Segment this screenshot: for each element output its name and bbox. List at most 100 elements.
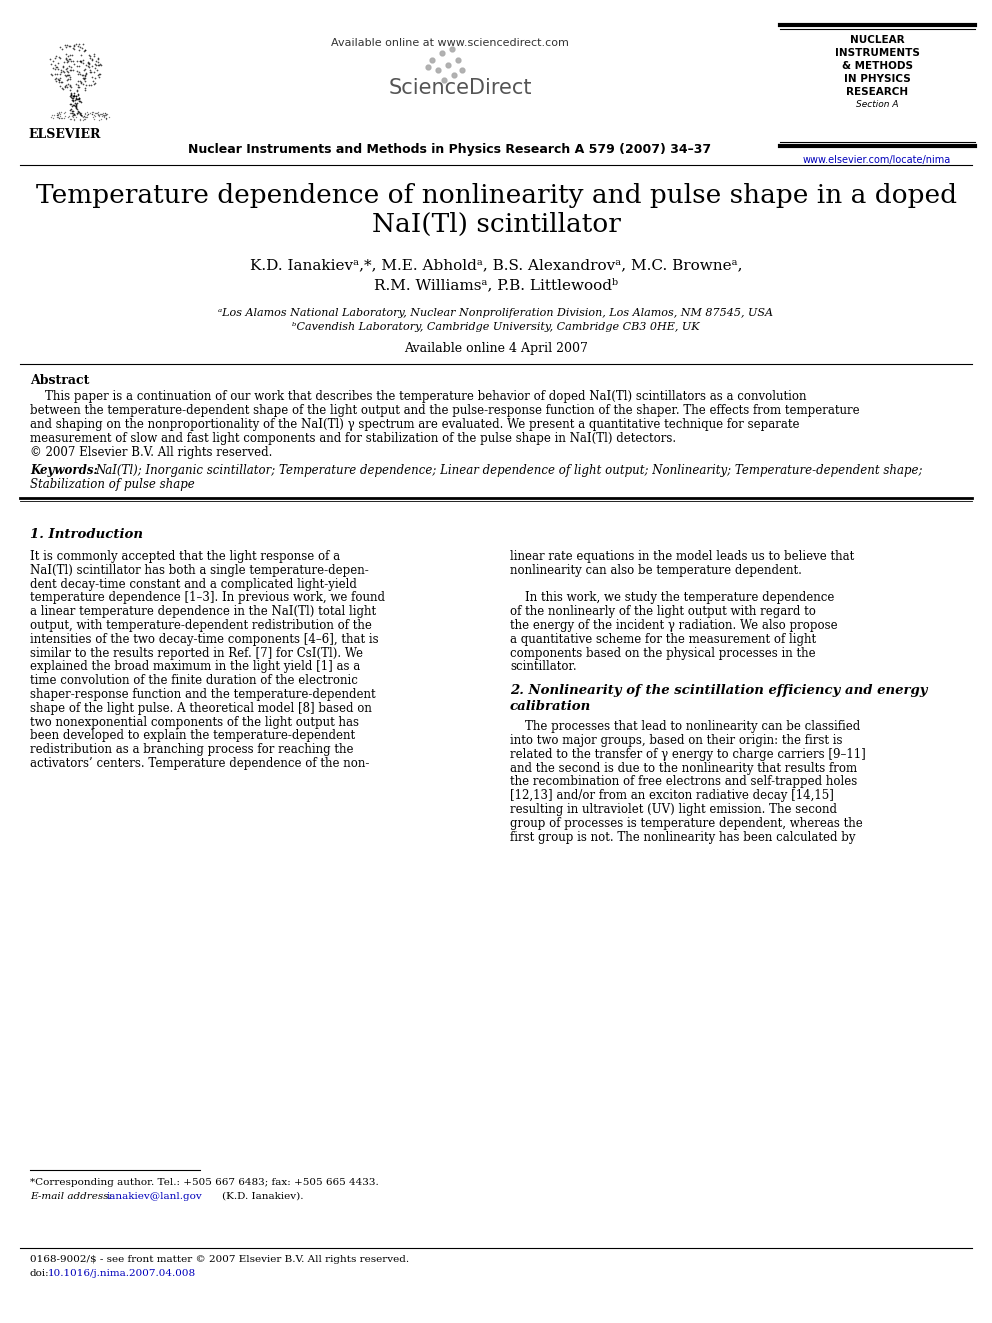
Point (66, 85, 82, 106)
Point (49, 57, 64, 78)
Point (79, 106, 95, 127)
Point (69, 103, 85, 124)
Point (56, 107, 71, 128)
Point (69, 102, 85, 123)
Point (96, 105, 112, 126)
Point (78, 62, 94, 83)
Point (56, 57, 71, 78)
Point (63, 77, 79, 98)
Point (52, 37, 67, 58)
Point (73, 105, 89, 126)
Point (73, 73, 89, 94)
Point (87, 67, 103, 89)
Point (70, 75, 86, 97)
Text: It is commonly accepted that the light response of a: It is commonly accepted that the light r… (30, 550, 340, 564)
Point (76, 106, 92, 127)
Text: Temperature dependence of nonlinearity and pulse shape in a doped: Temperature dependence of nonlinearity a… (36, 183, 956, 208)
Point (72, 108, 88, 130)
Point (81, 44, 97, 65)
Point (49, 67, 64, 89)
Point (63, 99, 79, 120)
Point (86, 73, 102, 94)
Point (55, 107, 70, 128)
Text: ScienceDirect: ScienceDirect (388, 78, 532, 98)
Point (59, 50, 74, 71)
Point (76, 103, 92, 124)
Point (85, 70, 101, 91)
Point (58, 34, 73, 56)
Point (77, 107, 93, 128)
Text: RESEARCH: RESEARCH (846, 87, 908, 97)
Text: first group is not. The nonlinearity has been calculated by: first group is not. The nonlinearity has… (510, 831, 855, 844)
Point (62, 74, 77, 95)
Point (91, 105, 107, 126)
Point (58, 48, 73, 69)
Point (97, 105, 113, 126)
Point (98, 108, 114, 130)
Point (74, 110, 90, 131)
Point (77, 67, 93, 89)
Point (67, 90, 83, 111)
Text: (K.D. Ianakiev).: (K.D. Ianakiev). (222, 1192, 304, 1201)
Text: similar to the results reported in Ref. [7] for CsI(Tl). We: similar to the results reported in Ref. … (30, 647, 363, 660)
Point (76, 65, 92, 86)
Point (62, 102, 78, 123)
Point (65, 105, 81, 126)
Text: output, with temperature-dependent redistribution of the: output, with temperature-dependent redis… (30, 619, 372, 632)
Point (48, 67, 63, 89)
Point (77, 54, 93, 75)
Point (89, 103, 105, 124)
Text: and the second is due to the nonlinearity that results from: and the second is due to the nonlinearit… (510, 762, 857, 774)
Point (66, 108, 82, 130)
Point (73, 103, 89, 124)
Point (69, 56, 85, 77)
Point (62, 99, 78, 120)
Point (61, 105, 76, 126)
Text: linear rate equations in the model leads us to believe that: linear rate equations in the model leads… (510, 550, 854, 564)
Point (51, 105, 66, 126)
Point (71, 87, 87, 108)
Point (98, 107, 114, 128)
Point (66, 34, 82, 56)
Point (69, 79, 85, 101)
Point (66, 86, 82, 107)
Point (60, 74, 75, 95)
Point (57, 106, 72, 127)
Point (93, 103, 109, 124)
Text: Stabilization of pulse shape: Stabilization of pulse shape (30, 478, 194, 491)
Point (53, 60, 68, 81)
Text: between the temperature-dependent shape of the light output and the pulse-respon: between the temperature-dependent shape … (30, 404, 860, 417)
Text: R.M. Williamsᵃ, P.B. Littlewoodᵇ: R.M. Williamsᵃ, P.B. Littlewoodᵇ (374, 278, 618, 292)
Point (66, 103, 82, 124)
Point (52, 107, 67, 128)
Point (64, 87, 80, 108)
Point (64, 90, 80, 111)
Point (59, 49, 74, 70)
Point (79, 102, 95, 123)
Point (57, 62, 72, 83)
Point (51, 103, 66, 124)
Point (65, 86, 81, 107)
Point (50, 58, 65, 79)
Point (61, 107, 76, 128)
Point (45, 50, 61, 71)
Point (69, 83, 85, 105)
Point (79, 56, 95, 77)
Text: NaI(Tl) scintillator has both a single temperature-depen-: NaI(Tl) scintillator has both a single t… (30, 564, 369, 577)
Point (99, 103, 115, 124)
Text: © 2007 Elsevier B.V. All rights reserved.: © 2007 Elsevier B.V. All rights reserved… (30, 446, 273, 459)
Point (69, 71, 85, 93)
Point (71, 71, 87, 93)
Point (44, 65, 60, 86)
Point (65, 53, 81, 74)
Point (51, 69, 66, 90)
Point (57, 52, 72, 73)
Point (83, 74, 99, 95)
Text: activators’ centers. Temperature dependence of the non-: activators’ centers. Temperature depende… (30, 757, 369, 770)
Point (47, 60, 62, 81)
Point (78, 105, 94, 126)
Point (70, 33, 86, 54)
Point (66, 85, 82, 106)
Point (67, 85, 83, 106)
Text: Section A: Section A (856, 101, 898, 108)
